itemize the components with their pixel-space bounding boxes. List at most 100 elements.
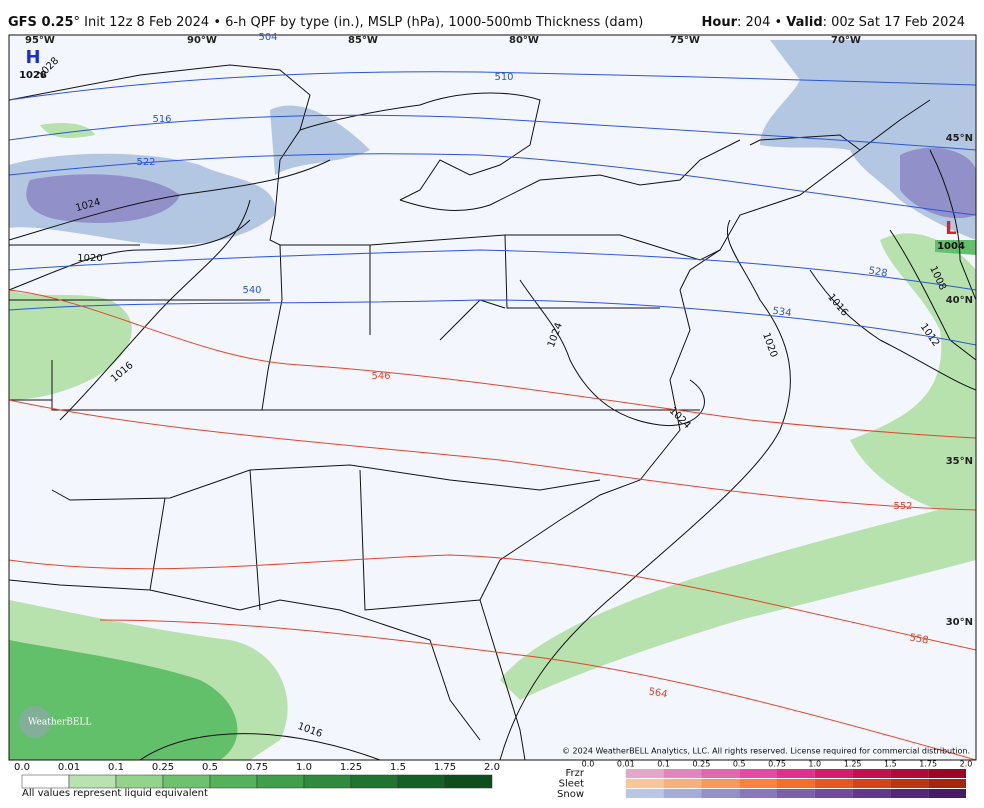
- rain-tick-label: 0.1: [108, 762, 124, 773]
- rain-color-swatch: [162, 774, 211, 789]
- map-frame: [8, 34, 977, 761]
- hour-value: : 204 •: [737, 15, 786, 30]
- precip-type-swatch: [852, 769, 891, 778]
- logo-mark: [19, 706, 51, 738]
- precip-type-swatch: [588, 789, 626, 798]
- precip-type-swatch: [928, 789, 966, 798]
- precip-type-tick: 0.5: [733, 760, 746, 769]
- thickness-label: 516: [152, 114, 171, 125]
- thickness-label: 510: [494, 72, 513, 83]
- valid-value: : 00z Sat 17 Feb 2024: [823, 15, 965, 30]
- precip-type-swatch: [701, 769, 740, 778]
- precip-type-swatch: [777, 769, 815, 778]
- rain-tick-label: 0.01: [58, 762, 80, 773]
- thickness-label: 546: [371, 371, 390, 382]
- thickness-blue: [9, 71, 976, 346]
- isobar-label: 1020: [77, 253, 102, 264]
- precip-type-swatch: [852, 789, 891, 798]
- precip-type-tick: 1.5: [884, 760, 897, 769]
- precip-type-swatch: [663, 769, 702, 778]
- precip-type-tick: 0.25: [692, 760, 710, 769]
- rain-tick-label: 0.5: [202, 762, 218, 773]
- precip-type-tick: 1.25: [844, 760, 862, 769]
- rain-tick-label: 0.25: [152, 762, 174, 773]
- rain-color-swatch: [209, 774, 258, 789]
- precip-type-swatch: [625, 779, 664, 788]
- heavy-snow-areas: [26, 147, 976, 223]
- rain-tick-label: 0.75: [246, 762, 268, 773]
- legend: 0.0 0.01 0.1 0.25 0.5 0.75 1.0 1.25 1.5 1.75 2.0 Fr…: [14, 760, 972, 801]
- heavy-rain-areas: [9, 240, 976, 760]
- rain-color-swatch: [350, 774, 399, 789]
- longitude-label: 95°W: [25, 35, 55, 46]
- precip-type-swatch: [890, 779, 929, 788]
- precip-type-swatch: [928, 779, 966, 788]
- rain-color-swatch: [303, 774, 352, 789]
- valid-label: Valid: [786, 15, 822, 30]
- thickness-label: 564: [648, 686, 669, 700]
- rain-tick-label: 1.25: [340, 762, 362, 773]
- map: WeatherBELL: [9, 35, 976, 760]
- rain-tick-label: 1.75: [434, 762, 456, 773]
- thickness-label: 534: [772, 306, 792, 320]
- thickness-label: 540: [242, 285, 261, 296]
- high-pressure: 1028: [19, 70, 47, 81]
- precip-type-swatch: [739, 789, 777, 798]
- latitude-label: 40°N: [946, 295, 973, 306]
- longitude-label: 75°W: [670, 35, 700, 46]
- precip-type-swatch: [739, 769, 777, 778]
- longitude-label: 90°W: [187, 35, 217, 46]
- precip-type-tick: 0.0: [582, 760, 595, 769]
- latitude-label: 45°N: [946, 133, 973, 144]
- precip-type-label: Frzr: [566, 768, 585, 779]
- precip-type-swatch: [814, 769, 853, 778]
- longitude-label: 70°W: [831, 35, 861, 46]
- header-left: GFS 0.25° Init 12z 8 Feb 2024 • 6-h QPF …: [8, 15, 643, 30]
- low-symbol: L: [945, 218, 956, 239]
- latitude-label: 35°N: [946, 456, 973, 467]
- latitude-label: 30°N: [946, 617, 973, 628]
- precip-type-swatch: [701, 779, 740, 788]
- precip-type-swatch: [777, 789, 815, 798]
- rain-color-swatch: [444, 774, 493, 789]
- precip-type-swatch: [663, 789, 702, 798]
- precip-type-label: Snow: [557, 789, 584, 800]
- rain-color-swatch: [256, 774, 305, 789]
- longitude-label: 80°W: [509, 35, 539, 46]
- header-description: ° Init 12z 8 Feb 2024 • 6-h QPF by type …: [74, 15, 644, 30]
- precip-type-swatch: [739, 779, 777, 788]
- thickness-label: 504: [258, 32, 277, 43]
- precip-type-tick: 1.0: [808, 760, 821, 769]
- precip-type-swatch: [814, 779, 853, 788]
- rain-color-swatch: [21, 774, 70, 789]
- high-symbol: H: [25, 47, 40, 68]
- precip-type-swatch: [625, 789, 664, 798]
- logo-text: WeatherBELL: [28, 718, 91, 728]
- precip-type-swatch: [890, 769, 929, 778]
- precip-type-swatch: [701, 789, 740, 798]
- precip-type-swatch: [890, 789, 929, 798]
- rain-color-swatch: [115, 774, 164, 789]
- precip-type-swatch: [852, 779, 891, 788]
- precip-type-swatch: [663, 779, 702, 788]
- precip-type-swatch: [777, 779, 815, 788]
- precip-type-swatch: [928, 769, 966, 778]
- rain-tick-label: 1.5: [390, 762, 406, 773]
- precip-type-tick: 0.1: [657, 760, 670, 769]
- isobars: [9, 149, 976, 760]
- hour-label: Hour: [702, 15, 738, 30]
- thickness-label: 552: [893, 501, 912, 512]
- rain-tick-label: 0.0: [14, 762, 30, 773]
- rain-tick-label: 2.0: [484, 762, 500, 773]
- longitude-label: 85°W: [348, 35, 378, 46]
- precip-type-swatch: [588, 779, 626, 788]
- precip-type-label: Sleet: [559, 779, 584, 790]
- thickness-label: 558: [909, 632, 930, 646]
- header-right: Hour: 204 • Valid: 00z Sat 17 Feb 2024: [702, 15, 965, 30]
- copyright: © 2024 WeatherBELL Analytics, LLC. All r…: [562, 747, 970, 756]
- precip-type-swatch: [625, 769, 664, 778]
- thickness-label: 528: [868, 265, 889, 279]
- legend-note: All values represent liquid equivalent: [22, 788, 208, 799]
- rain-color-swatch: [68, 774, 117, 789]
